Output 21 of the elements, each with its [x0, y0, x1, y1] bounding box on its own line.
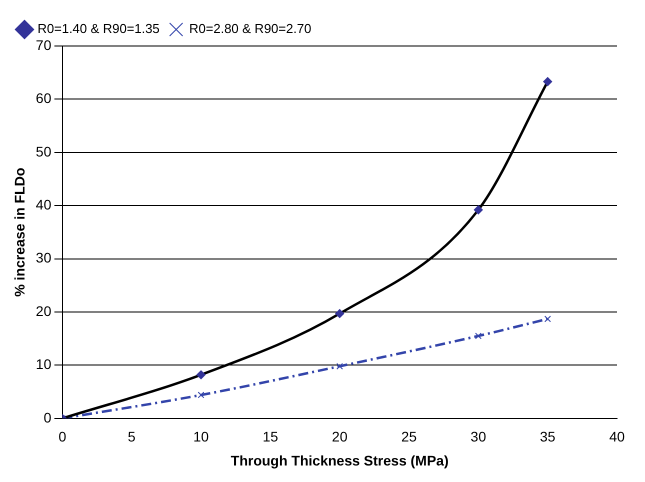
x-tick-label: 30: [470, 428, 486, 445]
x-tick-label: 5: [128, 428, 136, 445]
x-tick-label: 25: [401, 428, 418, 445]
y-axis-title: % increase in FLDo: [11, 168, 28, 297]
x-tick-label: 40: [609, 428, 625, 445]
y-tick-label: 40: [36, 196, 52, 212]
y-tick-label: 10: [36, 356, 52, 372]
legend-label: R0=2.80 & R90=2.70: [189, 21, 312, 36]
y-tick-label: 30: [36, 250, 52, 266]
y-tick-label: 50: [36, 143, 52, 160]
x-tick-label: 10: [193, 428, 210, 445]
x-tick-label: 20: [332, 428, 348, 445]
x-tick-label: 0: [58, 428, 66, 445]
y-tick-label: 0: [44, 409, 52, 426]
x-tick-label: 15: [262, 428, 278, 445]
y-tick-label: 70: [36, 36, 52, 53]
y-tick-label: 60: [36, 90, 52, 106]
x-tick-label: 35: [540, 428, 556, 445]
x-axis-title: Through Thickness Stress (MPa): [230, 452, 449, 468]
legend-label: R0=1.40 & R90=1.35: [38, 21, 160, 36]
y-tick-label: 20: [36, 302, 52, 319]
